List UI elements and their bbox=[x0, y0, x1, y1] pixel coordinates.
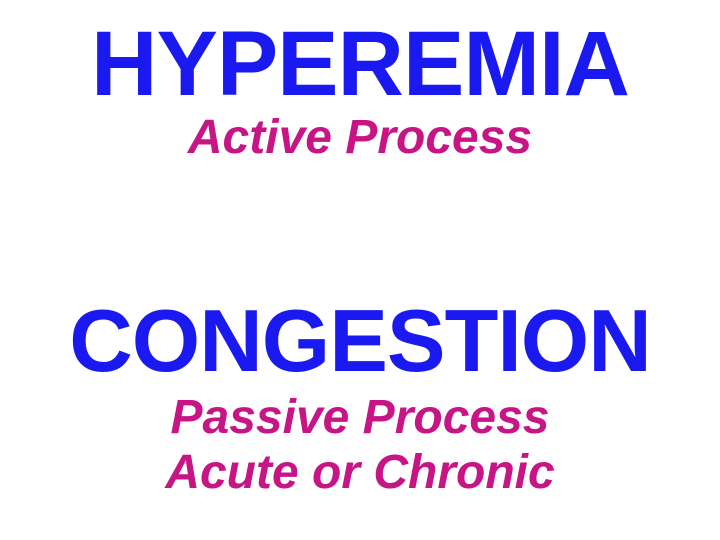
slide: HYPEREMIA Active Process CONGESTION Pass… bbox=[0, 0, 720, 540]
congestion-subtitle-2: Acute or Chronic bbox=[0, 445, 720, 500]
hyperemia-title: HYPEREMIA bbox=[0, 12, 720, 117]
congestion-subtitle-1: Passive Process bbox=[0, 390, 720, 445]
congestion-title: CONGESTION bbox=[0, 290, 720, 392]
hyperemia-subtitle: Active Process bbox=[0, 110, 720, 165]
